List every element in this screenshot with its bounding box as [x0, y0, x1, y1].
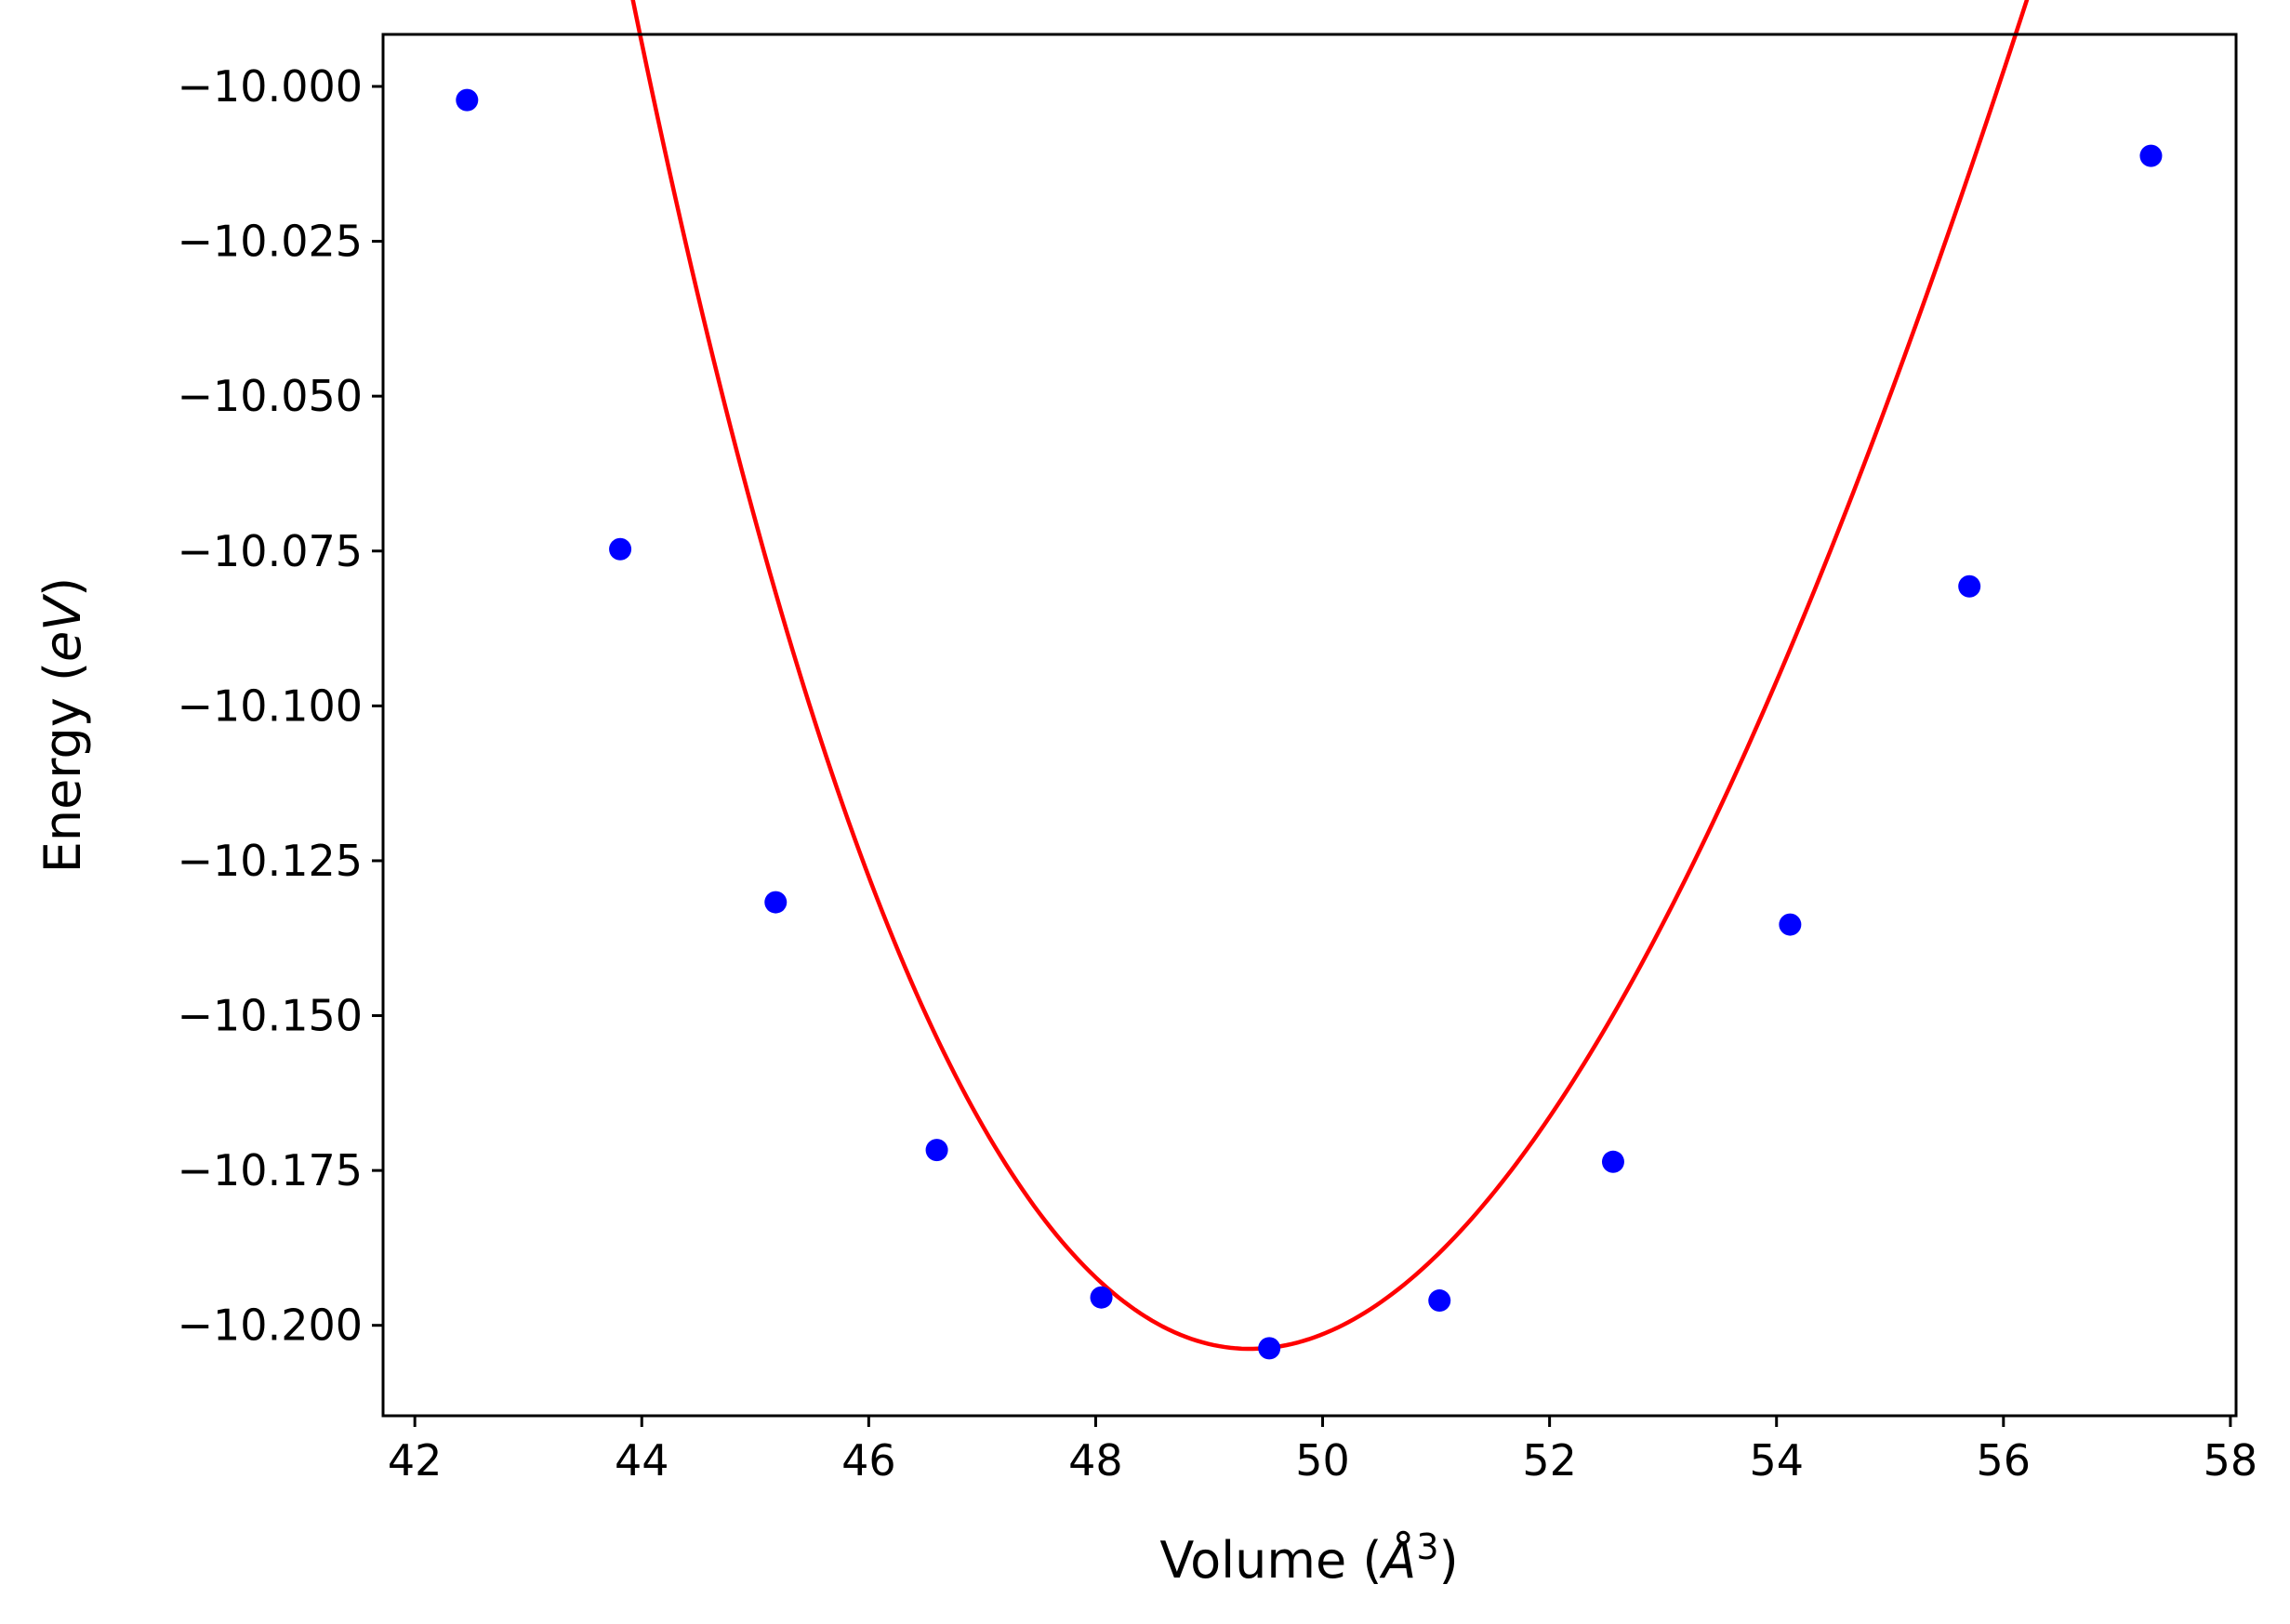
data-point [764, 891, 788, 914]
x-tick-label: 56 [1977, 1435, 2032, 1485]
x-tick-label: 44 [615, 1435, 669, 1485]
y-axis-label-close: ) [33, 577, 92, 597]
y-tick-label: −10.025 [178, 217, 364, 267]
y-tick-label: −10.200 [178, 1301, 364, 1351]
data-point [1258, 1337, 1281, 1360]
y-axis-ticks: −10.000 −10.025 −10.050 −10.075 −10.100 −10.1… [178, 61, 383, 1351]
x-axis-label: Volume (Å3) [1159, 1526, 1458, 1590]
x-tick-label: 54 [1749, 1435, 1804, 1485]
data-point [2139, 144, 2163, 167]
data-point [1779, 913, 1802, 936]
y-axis-label: Energy (eV) [33, 577, 92, 874]
y-tick-label: −10.100 [178, 680, 364, 731]
x-tick-label: 42 [388, 1435, 443, 1485]
data-point [1090, 1286, 1113, 1309]
x-axis-ticks: 42 44 46 48 50 52 54 56 58 [388, 1416, 2257, 1485]
y-axis-label-unit: eV [33, 593, 92, 662]
x-tick-label: 52 [1522, 1435, 1577, 1485]
x-axis-label-superscript: 3 [1416, 1526, 1438, 1567]
fit-curve-layer [630, 0, 2030, 1352]
x-axis-label-close: ) [1439, 1531, 1459, 1590]
data-point [1601, 1150, 1624, 1173]
data-point [609, 537, 632, 561]
data-point [456, 88, 479, 112]
y-axis-label-text: Energy ( [33, 662, 92, 873]
y-tick-label: −10.075 [178, 526, 364, 576]
data-points-layer [456, 88, 2163, 1360]
data-point [925, 1139, 948, 1162]
y-tick-label: −10.175 [178, 1145, 364, 1195]
x-tick-label: 58 [2204, 1435, 2258, 1485]
plot-frame [381, 33, 2238, 1418]
data-point [1428, 1289, 1451, 1313]
x-tick-label: 50 [1295, 1435, 1350, 1485]
x-tick-label: 48 [1068, 1435, 1123, 1485]
y-tick-label: −10.000 [178, 61, 364, 112]
data-point [1958, 574, 1981, 598]
y-tick-label: −10.050 [178, 371, 364, 421]
fit-curve [630, 0, 2030, 1352]
x-axis-label-symbol: Å [1379, 1530, 1416, 1590]
y-tick-label: −10.150 [178, 991, 364, 1041]
x-tick-label: 46 [841, 1435, 896, 1485]
y-tick-label: −10.125 [178, 836, 364, 886]
x-axis-label-text: Volume ( [1159, 1531, 1382, 1590]
